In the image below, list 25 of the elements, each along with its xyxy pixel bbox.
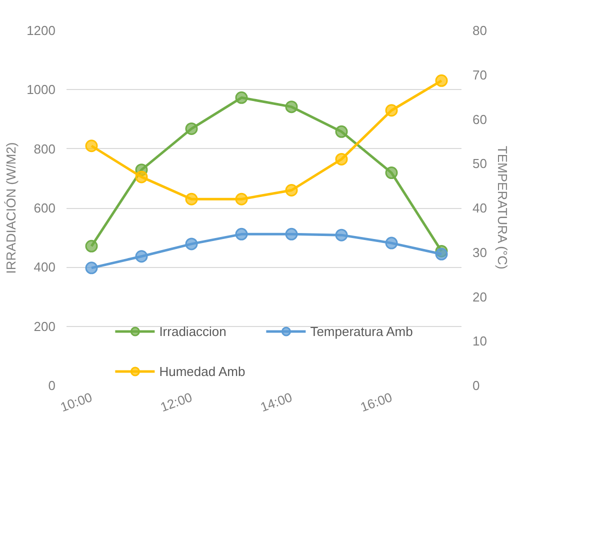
y-tick-label: 1000 — [26, 82, 56, 98]
x-tick-label: 14:00 — [258, 389, 294, 415]
legend-label: Irradiaccion — [159, 324, 226, 338]
y2-tick-label: 50 — [472, 156, 487, 172]
y2-tick-label: 10 — [472, 334, 487, 349]
y2-tick-label: 70 — [472, 67, 487, 82]
y2-tick-label: 30 — [472, 244, 487, 260]
x-tick-label: 16:00 — [358, 389, 394, 415]
y-tick-label: 1200 — [26, 23, 56, 38]
y-tick-label: 200 — [34, 318, 56, 334]
x-tick-label: 12:00 — [158, 389, 194, 415]
y-tick-label: 0 — [48, 378, 56, 393]
y2-tick-label: 20 — [472, 289, 487, 304]
x-tick-label: 10:00 — [58, 389, 94, 415]
y-tick-label: 600 — [34, 200, 56, 216]
y-tick-label: 800 — [34, 141, 56, 156]
y2-tick-label: 80 — [472, 23, 487, 38]
y2-tick-label: 40 — [472, 200, 487, 216]
legend-label: Temperatura Amb — [310, 324, 413, 338]
y2-tick-label: 60 — [472, 112, 487, 127]
y2-tick-label: 0 — [472, 378, 480, 393]
legend-label: Humedad Amb — [159, 364, 246, 378]
y-axis-title: IRRADIACIÓN (W/M2) — [4, 142, 19, 274]
y2-axis-title: TEMPERATURA (°C) — [494, 146, 510, 270]
y-tick-label: 400 — [34, 260, 56, 275]
